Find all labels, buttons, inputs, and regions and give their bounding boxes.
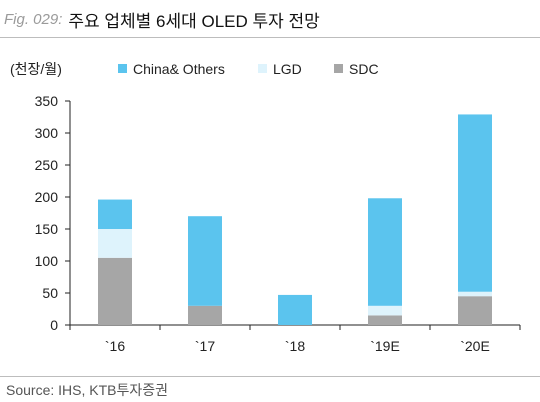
bar-china-others-17 (188, 216, 222, 306)
footer-divider (0, 376, 540, 377)
y-tick-label: 200 (35, 189, 59, 205)
legend-label-sdc: SDC (349, 61, 379, 77)
y-axis: 0 50 100 150 200 250 300 350 (35, 93, 71, 333)
y-tick-label: 300 (35, 125, 59, 141)
y-tick-label: 350 (35, 93, 59, 109)
title-divider (0, 37, 540, 38)
chart-legend: China& Others LGD SDC (118, 61, 379, 77)
x-tick-label: `17 (195, 338, 215, 354)
x-tick-label: `19E (370, 338, 400, 354)
legend-label-lgd: LGD (273, 61, 302, 77)
y-tick-label: 100 (35, 253, 59, 269)
bar-lgd-20E (458, 291, 492, 297)
unit-label: (천장/월) (10, 61, 62, 77)
y-tick-label: 0 (50, 317, 58, 333)
bar-sdc-16 (98, 257, 132, 325)
x-axis: `16 `17 `18 `19E `20E (69, 324, 521, 354)
figure-title: 주요 업체별 6세대 OLED 투자 전망 (68, 11, 320, 31)
bar-china-others-19E (368, 198, 402, 306)
stacked-bar-chart: (천장/월) China& Others LGD SDC 0 50 100 150 200 2… (10, 61, 521, 354)
bar-china-others-16 (98, 199, 132, 229)
bar-china-others-18 (278, 294, 312, 325)
y-tick-label: 50 (42, 285, 58, 301)
x-tick-label: `16 (105, 338, 125, 354)
bar-series (98, 114, 492, 325)
bar-sdc-20E (458, 296, 492, 325)
figure-title-row: Fig. 029: 주요 업체별 6세대 OLED 투자 전망 (4, 6, 534, 32)
bar-sdc-17 (188, 305, 222, 325)
legend-swatch-china-others (118, 64, 127, 73)
figure-label: Fig. 029: (4, 10, 63, 28)
legend-label-china-others: China& Others (133, 61, 225, 77)
legend-swatch-lgd (258, 64, 267, 73)
legend-swatch-sdc (334, 64, 343, 73)
y-tick-label: 250 (35, 157, 59, 173)
y-tick-label: 150 (35, 221, 59, 237)
source-note: Source: IHS, KTB투자증권 (6, 382, 169, 398)
x-tick-label: `18 (285, 338, 305, 354)
bar-sdc-19E (368, 315, 402, 325)
bar-china-others-20E (458, 114, 492, 292)
x-tick-label: `20E (460, 338, 490, 354)
bar-lgd-16 (98, 229, 132, 258)
bar-lgd-19E (368, 305, 402, 316)
